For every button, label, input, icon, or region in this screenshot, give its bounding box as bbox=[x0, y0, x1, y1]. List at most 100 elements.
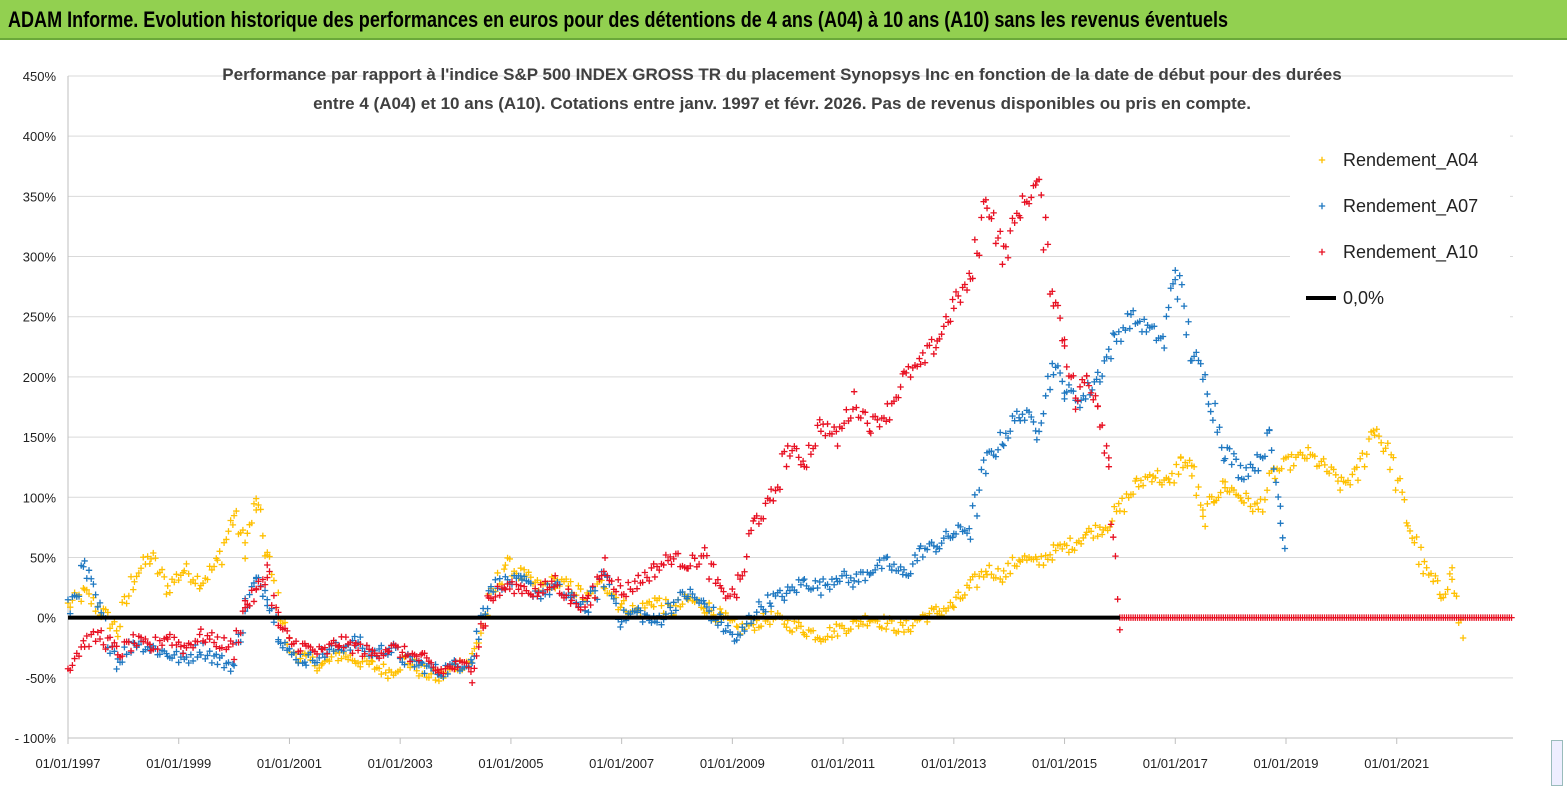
point bbox=[125, 592, 133, 600]
point bbox=[131, 578, 138, 585]
point bbox=[417, 651, 425, 658]
point bbox=[1161, 344, 1168, 352]
point bbox=[142, 635, 149, 643]
point bbox=[375, 645, 383, 653]
point bbox=[598, 572, 605, 579]
point bbox=[230, 512, 238, 519]
point bbox=[705, 575, 713, 583]
point bbox=[1052, 547, 1059, 554]
point bbox=[270, 619, 278, 626]
point bbox=[907, 628, 914, 635]
point bbox=[874, 416, 881, 424]
point bbox=[612, 588, 620, 595]
point bbox=[1065, 381, 1073, 389]
point bbox=[952, 594, 960, 601]
point bbox=[1436, 591, 1444, 598]
point bbox=[1098, 372, 1106, 380]
point bbox=[202, 655, 209, 663]
point bbox=[534, 577, 541, 584]
point bbox=[1165, 304, 1172, 311]
point bbox=[1204, 390, 1211, 398]
point bbox=[1434, 577, 1441, 584]
point bbox=[83, 632, 91, 640]
point bbox=[672, 607, 680, 614]
x-tick-label-10: 01/01/2017 bbox=[1143, 756, 1208, 771]
point bbox=[695, 560, 703, 568]
point bbox=[98, 609, 105, 616]
point bbox=[1143, 328, 1150, 336]
point bbox=[525, 569, 532, 576]
point bbox=[1148, 478, 1156, 485]
point bbox=[973, 512, 981, 520]
y-axis-tick-labels: - 100% -50% 0% 50% 100% 150% 200% 250% 300% 350% 4… bbox=[15, 69, 57, 746]
point bbox=[500, 565, 508, 573]
point bbox=[1193, 349, 1200, 356]
legend-swatch-rendement-a04 bbox=[1318, 156, 1326, 164]
resize-handle[interactable] bbox=[1551, 740, 1563, 786]
point bbox=[795, 619, 802, 626]
point bbox=[633, 585, 641, 592]
point bbox=[947, 318, 954, 325]
point bbox=[1081, 379, 1088, 386]
point bbox=[656, 595, 663, 602]
point bbox=[843, 572, 850, 579]
point bbox=[1237, 462, 1244, 469]
point bbox=[230, 662, 238, 669]
point bbox=[1061, 342, 1068, 350]
point bbox=[502, 561, 509, 569]
point bbox=[1204, 500, 1211, 507]
point bbox=[229, 521, 237, 529]
point bbox=[919, 349, 927, 357]
point bbox=[890, 398, 898, 405]
point bbox=[783, 623, 790, 631]
point bbox=[579, 594, 587, 601]
point bbox=[513, 581, 520, 588]
point bbox=[1127, 311, 1135, 318]
point bbox=[736, 631, 744, 639]
point bbox=[518, 576, 526, 584]
point bbox=[1199, 513, 1207, 520]
point bbox=[930, 350, 938, 358]
point bbox=[992, 240, 1000, 247]
point bbox=[255, 578, 262, 585]
point bbox=[233, 627, 240, 634]
point bbox=[963, 529, 971, 537]
point bbox=[726, 592, 734, 600]
point bbox=[988, 215, 995, 222]
point bbox=[662, 551, 670, 559]
point bbox=[98, 627, 105, 634]
point bbox=[113, 643, 120, 650]
point bbox=[980, 456, 987, 464]
point bbox=[899, 622, 906, 629]
point bbox=[1088, 386, 1096, 394]
point bbox=[235, 639, 242, 646]
point bbox=[1004, 434, 1012, 442]
point bbox=[1346, 481, 1354, 488]
point bbox=[1201, 523, 1209, 530]
point bbox=[223, 536, 230, 543]
point bbox=[496, 575, 503, 582]
point bbox=[1173, 461, 1180, 468]
point bbox=[259, 593, 267, 600]
point bbox=[241, 539, 249, 546]
point bbox=[292, 656, 300, 663]
point bbox=[531, 585, 539, 592]
point bbox=[281, 639, 289, 646]
point bbox=[1279, 534, 1286, 542]
point bbox=[179, 650, 187, 657]
point bbox=[1399, 489, 1406, 496]
point bbox=[861, 409, 869, 416]
point bbox=[537, 595, 544, 602]
point bbox=[980, 573, 987, 581]
point bbox=[976, 573, 983, 580]
point bbox=[279, 644, 286, 651]
point bbox=[739, 624, 746, 631]
point bbox=[982, 568, 990, 575]
point bbox=[957, 299, 964, 306]
y-tick-label-8: 300% bbox=[23, 250, 57, 265]
point bbox=[1066, 535, 1074, 542]
point bbox=[475, 643, 482, 651]
point bbox=[878, 565, 885, 572]
point bbox=[527, 580, 534, 587]
point bbox=[803, 464, 810, 471]
